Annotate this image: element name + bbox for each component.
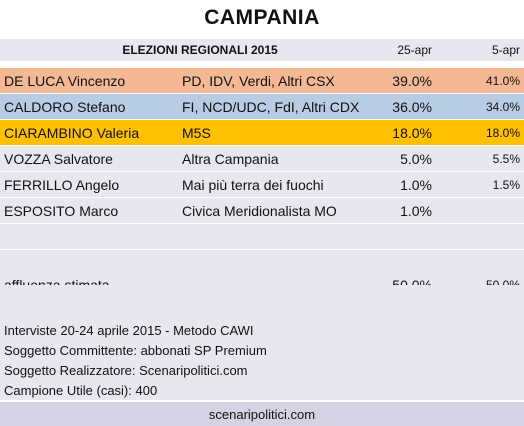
blank-row <box>0 250 524 275</box>
candidate-percent-5-apr: 34.0% <box>485 99 520 114</box>
candidate-name: FERRILLO Angelo <box>4 176 120 193</box>
column-header-5-apr: 5-apr <box>491 43 520 57</box>
site-footer: scenaripolitici.com <box>0 402 524 426</box>
candidate-party: Mai più terra dei fuochi <box>182 176 324 193</box>
candidate-percent-5-apr: 1.5% <box>492 177 520 192</box>
candidate-row: CALDORO Stefano FI, NCD/UDC, FdI, Altri C… <box>0 94 524 119</box>
candidate-row: VOZZA Salvatore Altra Campania 5.0% 5.5% <box>0 146 524 171</box>
candidate-party: FI, NCD/UDC, FdI, Altri CDX <box>182 98 360 115</box>
candidate-name: ESPOSITO Marco <box>4 202 119 219</box>
blank-row <box>0 224 524 249</box>
candidate-name: CALDORO Stefano <box>4 98 126 115</box>
candidate-percent-25-apr: 39.0% <box>392 72 432 89</box>
candidate-name: CIARAMBINO Valeria <box>4 124 140 141</box>
info-sample: Campione Utile (casi): 400 <box>4 382 158 398</box>
candidate-percent-25-apr: 1.0% <box>400 176 432 193</box>
candidate-party: Civica Meridionalista MO <box>182 202 337 219</box>
election-subtitle: ELEZIONI REGIONALI 2015 <box>122 43 278 57</box>
candidate-row: DE LUCA Vincenzo PD, IDV, Verdi, Altri CS… <box>0 68 524 93</box>
candidate-percent-5-apr: 5.5% <box>492 151 520 166</box>
page-title: CAMPANIA <box>204 6 320 29</box>
candidate-percent-25-apr: 1.0% <box>400 202 432 219</box>
candidate-party: Altra Campania <box>182 150 279 167</box>
info-producer: Soggetto Realizzatore: Scenaripolitici.c… <box>4 362 248 378</box>
info-interviews: Interviste 20-24 aprile 2015 - Metodo CA… <box>4 322 254 338</box>
candidate-party: PD, IDV, Verdi, Altri CSX <box>182 72 335 89</box>
info-band <box>0 285 524 400</box>
candidate-percent-25-apr: 5.0% <box>400 150 432 167</box>
candidate-row: CIARAMBINO Valeria M5S 18.0% 18.0% <box>0 120 524 145</box>
candidate-name: VOZZA Salvatore <box>4 150 113 167</box>
candidate-party: M5S <box>182 124 211 141</box>
subheader-band <box>0 39 524 61</box>
candidate-percent-25-apr: 36.0% <box>392 98 432 115</box>
candidate-percent-5-apr: 41.0% <box>485 73 520 88</box>
candidate-row: FERRILLO Angelo Mai più terra dei fuochi 1… <box>0 172 524 197</box>
candidate-row: ESPOSITO Marco Civica Meridionalista MO 1.… <box>0 198 524 223</box>
candidate-percent-25-apr: 18.0% <box>392 124 432 141</box>
candidate-name: DE LUCA Vincenzo <box>4 72 126 89</box>
info-client: Soggetto Committente: abbonati SP Premiu… <box>4 342 267 358</box>
candidate-percent-5-apr: 18.0% <box>485 125 520 140</box>
column-header-25-apr: 25-apr <box>397 43 432 57</box>
